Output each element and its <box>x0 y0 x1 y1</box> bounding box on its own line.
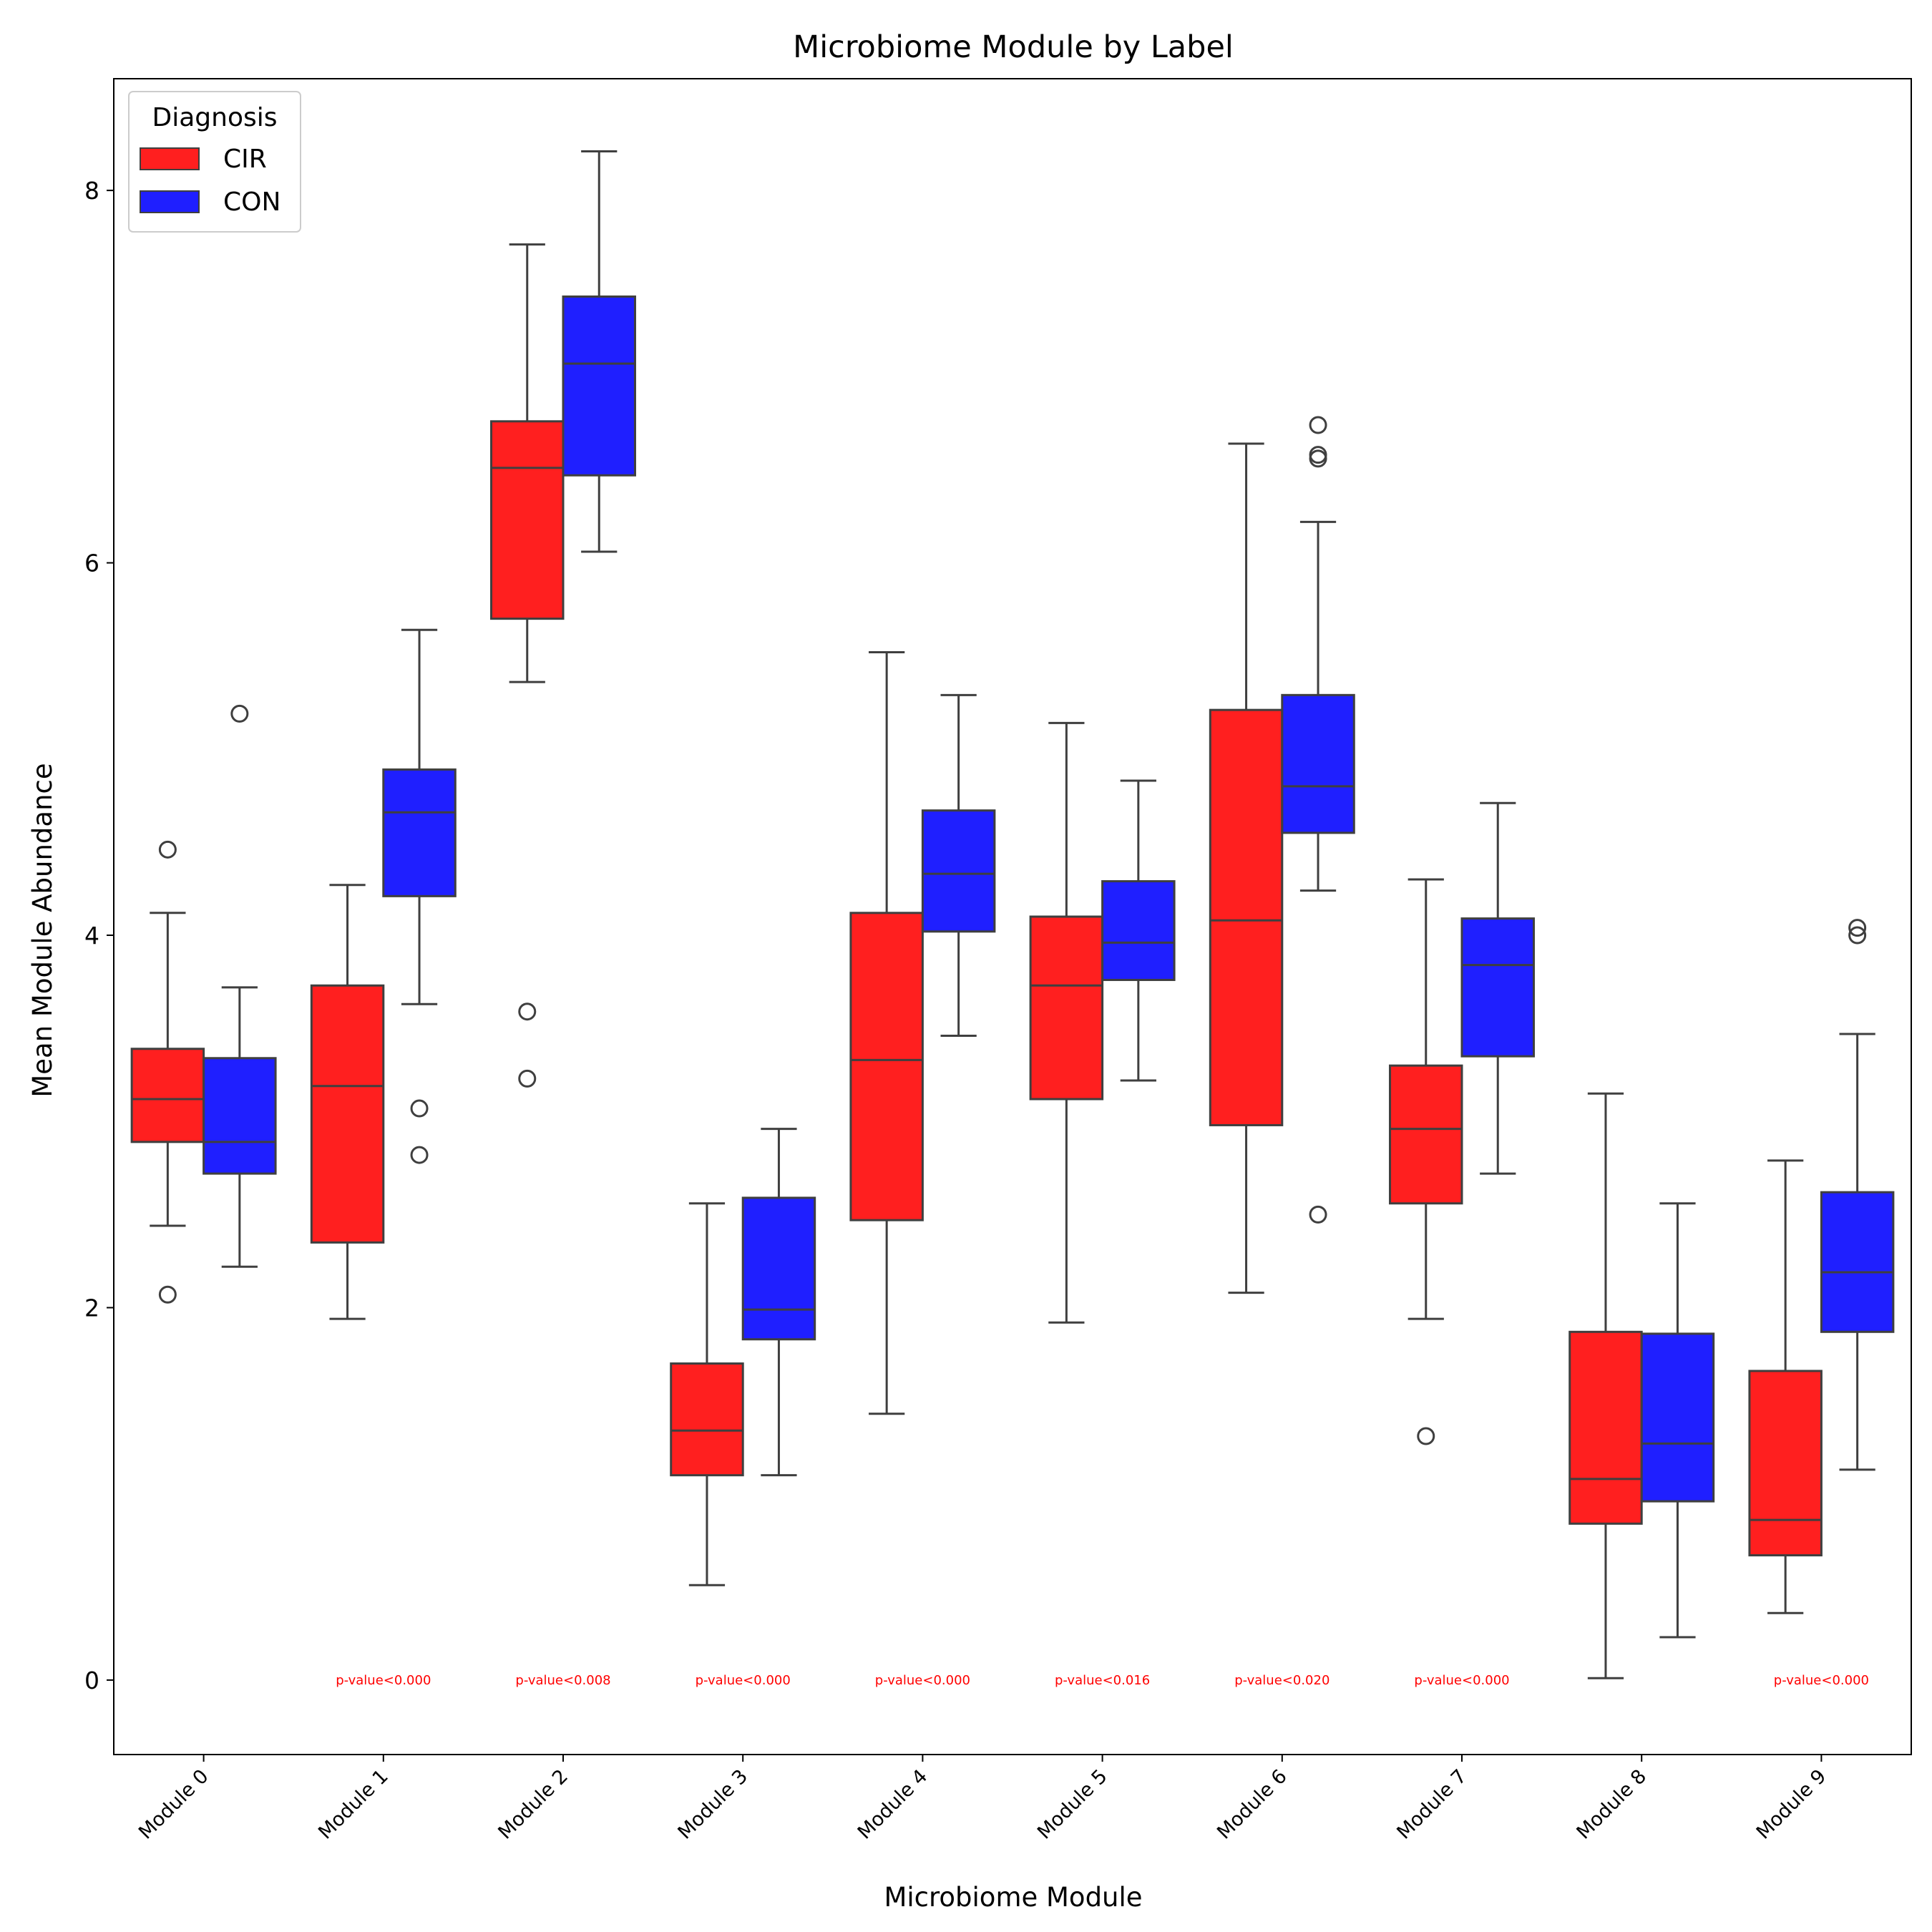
outlier-point <box>1309 416 1327 434</box>
legend-swatch-con <box>140 190 200 213</box>
outlier-point <box>410 1099 429 1118</box>
outlier-point <box>1309 1205 1327 1224</box>
box-cir-9 <box>1748 1159 1823 1614</box>
plot-area: 0 2 4 6 8 p-value<0.000 p-value<0.008 p-value<0… <box>84 78 1912 1844</box>
box-cir-4 <box>849 650 924 1415</box>
box-con-4 <box>921 693 996 1038</box>
box-con-9 <box>1820 919 1895 1471</box>
outlier-point <box>1417 1427 1435 1445</box>
outlier-point <box>518 1069 537 1088</box>
y-tick-label: 2 <box>84 1294 99 1322</box>
x-tick-label: Module 3 <box>674 1765 753 1844</box>
box-body <box>1820 1191 1895 1333</box>
outlier-point <box>1848 919 1867 937</box>
y-axis-title: Mean Module Abundance <box>27 763 58 1097</box>
box-cir-7 <box>1389 878 1463 1445</box>
box-cir-2 <box>490 243 565 1088</box>
outlier-point <box>1309 449 1327 468</box>
y-tick-label: 8 <box>84 177 99 205</box>
box-body <box>1209 708 1284 1126</box>
p-value-annotation: p-value<0.000 <box>336 1673 431 1688</box>
box-body <box>130 1048 205 1143</box>
outlier-point <box>158 840 177 859</box>
box-body <box>849 912 924 1221</box>
x-tick-label: Module 6 <box>1213 1765 1292 1844</box>
p-value-annotation: p-value<0.000 <box>1414 1673 1509 1688</box>
outlier-point <box>518 1002 537 1021</box>
box-con-2 <box>562 150 636 553</box>
p-value-annotation: p-value<0.000 <box>1774 1673 1869 1688</box>
box-body <box>1389 1064 1463 1205</box>
box-body <box>670 1362 744 1477</box>
box-cir-0 <box>130 840 205 1304</box>
p-value-annotation: p-value<0.008 <box>515 1673 610 1688</box>
x-tick-label: Module 4 <box>854 1765 932 1844</box>
box-con-0 <box>203 704 277 1268</box>
y-tick-label: 6 <box>84 550 99 577</box>
box-body <box>921 809 996 933</box>
x-tick-label: Module 7 <box>1392 1765 1471 1844</box>
legend-label-cir: CIR <box>223 145 267 174</box>
box-con-5 <box>1101 779 1176 1082</box>
box-cir-8 <box>1568 1092 1643 1679</box>
p-value-annotation: p-value<0.020 <box>1234 1673 1330 1688</box>
box-body <box>1281 693 1355 834</box>
outlier-point <box>230 704 249 723</box>
box-body <box>1101 880 1176 981</box>
outlier-point <box>1309 446 1327 464</box>
box-body <box>1029 915 1104 1101</box>
box-body <box>741 1196 816 1341</box>
plot-frame <box>113 78 1912 1755</box>
x-tick-label: Module 1 <box>314 1765 393 1844</box>
x-tick-label: Module 9 <box>1752 1765 1831 1844</box>
p-value-annotation: p-value<0.016 <box>1055 1673 1150 1688</box>
box-con-8 <box>1640 1202 1715 1639</box>
x-tick-label: Module 0 <box>135 1765 213 1844</box>
legend-swatch-cir <box>140 147 200 170</box>
y-tick-label: 4 <box>84 922 99 950</box>
box-con-3 <box>741 1128 816 1477</box>
legend: Diagnosis CIR CON <box>128 91 301 233</box>
p-value-annotation: p-value<0.000 <box>875 1673 970 1688</box>
box-body <box>1748 1370 1823 1557</box>
box-body <box>1640 1332 1715 1503</box>
outlier-point <box>410 1146 429 1164</box>
box-con-1 <box>382 628 457 1164</box>
box-body <box>1568 1330 1643 1525</box>
box-cir-1 <box>310 884 385 1320</box>
box-body <box>562 295 636 477</box>
box-cir-3 <box>670 1202 744 1586</box>
box-body <box>203 1057 277 1175</box>
outlier-point <box>1848 926 1867 945</box>
y-tick-label: 0 <box>84 1667 99 1694</box>
legend-label-con: CON <box>223 187 280 217</box>
p-value-annotation: p-value<0.000 <box>696 1673 791 1688</box>
x-tick-label: Module 2 <box>494 1765 572 1844</box>
box-body <box>490 420 565 620</box>
chart-title: Microbiome Module by Label <box>793 29 1234 65</box>
x-tick-label: Module 5 <box>1033 1765 1112 1844</box>
box-cir-6 <box>1209 442 1284 1294</box>
box-cir-5 <box>1029 721 1104 1324</box>
x-tick-label: Module 8 <box>1573 1765 1652 1844</box>
box-body <box>382 768 457 897</box>
x-axis-title: Microbiome Module <box>884 1882 1142 1913</box>
legend-title: Diagnosis <box>152 103 278 132</box>
outlier-point <box>158 1285 177 1304</box>
box-body <box>1460 917 1535 1058</box>
box-body <box>310 984 385 1244</box>
box-con-7 <box>1460 801 1535 1175</box>
box-con-6 <box>1281 416 1355 1224</box>
